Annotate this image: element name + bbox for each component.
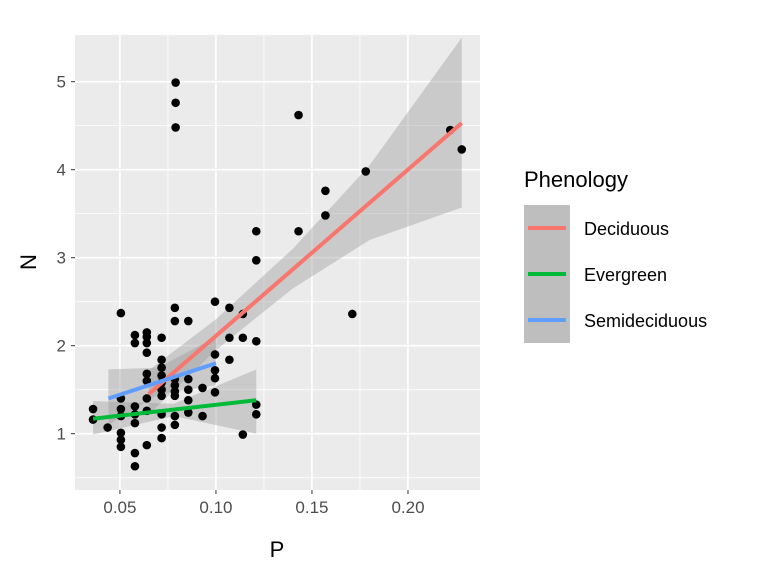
gridlines bbox=[75, 35, 480, 490]
data-point bbox=[184, 395, 193, 405]
data-point bbox=[157, 333, 166, 343]
data-point bbox=[225, 333, 234, 343]
legend-label: Semideciduous bbox=[584, 311, 707, 331]
data-point bbox=[130, 448, 140, 458]
data-point bbox=[251, 410, 261, 419]
x-tick-label: 0.15 bbox=[295, 498, 328, 517]
axes: 0.05 0.10 0.15 0.20 1 2 3 4 5 bbox=[57, 73, 425, 517]
data-point bbox=[170, 303, 180, 313]
data-point bbox=[184, 374, 193, 384]
data-point bbox=[157, 371, 166, 380]
data-point bbox=[210, 373, 220, 383]
data-point bbox=[170, 420, 180, 430]
data-point bbox=[361, 167, 371, 176]
data-point bbox=[184, 316, 193, 326]
data-point bbox=[347, 309, 357, 319]
x-tick-label: 0.10 bbox=[199, 498, 232, 517]
data-point bbox=[321, 186, 330, 196]
fit-line-semideciduous bbox=[107, 361, 217, 401]
data-point bbox=[170, 411, 180, 421]
fit-line-evergreen bbox=[92, 398, 257, 421]
data-point bbox=[116, 428, 126, 438]
data-point bbox=[116, 404, 126, 414]
y-tick-label: 1 bbox=[57, 425, 66, 444]
data-point bbox=[170, 316, 180, 326]
data-point bbox=[157, 363, 166, 372]
data-point bbox=[198, 383, 207, 393]
x-axis-label: P bbox=[270, 537, 285, 562]
data-point bbox=[294, 110, 303, 120]
data-point bbox=[157, 423, 166, 432]
data-point bbox=[321, 211, 330, 220]
data-point bbox=[457, 145, 467, 154]
data-point bbox=[210, 366, 220, 375]
data-point bbox=[171, 78, 180, 87]
data-point bbox=[251, 226, 261, 236]
y-tick-label: 4 bbox=[57, 161, 66, 180]
data-point bbox=[198, 411, 207, 421]
data-point bbox=[157, 385, 166, 394]
data-point bbox=[225, 355, 234, 365]
data-point bbox=[142, 394, 152, 403]
legend-title: Phenology bbox=[524, 167, 628, 192]
data-point bbox=[130, 461, 140, 471]
data-point bbox=[142, 440, 152, 450]
data-point bbox=[116, 442, 126, 452]
data-point bbox=[142, 348, 152, 358]
data-point bbox=[171, 123, 180, 132]
data-point bbox=[88, 404, 98, 414]
data-point bbox=[116, 435, 126, 445]
legend-label: Deciduous bbox=[584, 219, 669, 239]
data-point bbox=[142, 332, 152, 342]
data-point bbox=[184, 408, 193, 417]
data-point bbox=[130, 402, 140, 411]
x-tick-label: 0.20 bbox=[391, 498, 424, 517]
data-point bbox=[103, 423, 112, 432]
data-point bbox=[142, 369, 152, 379]
data-point bbox=[251, 336, 261, 346]
data-point bbox=[210, 350, 220, 359]
data-point bbox=[238, 430, 248, 439]
data-point bbox=[170, 380, 180, 390]
data-point bbox=[116, 308, 126, 318]
confidence-ribbon-deciduous bbox=[148, 37, 462, 415]
legend: Phenology Deciduous Evergreen Semideciduou… bbox=[524, 167, 707, 343]
data-point bbox=[142, 376, 152, 386]
data-points bbox=[88, 78, 467, 471]
data-point bbox=[130, 418, 140, 428]
data-point bbox=[225, 303, 234, 313]
x-tick-label: 0.05 bbox=[103, 498, 136, 517]
legend-label: Evergreen bbox=[584, 265, 667, 285]
data-point bbox=[130, 338, 140, 348]
data-point bbox=[157, 355, 166, 365]
y-tick-label: 3 bbox=[57, 249, 66, 268]
data-point bbox=[170, 391, 180, 401]
data-point bbox=[210, 388, 220, 397]
data-point bbox=[142, 338, 152, 348]
data-point bbox=[251, 255, 261, 265]
data-point bbox=[130, 330, 140, 340]
data-point bbox=[157, 391, 166, 401]
data-point bbox=[210, 297, 220, 306]
data-point bbox=[157, 433, 166, 443]
y-tick-label: 2 bbox=[57, 337, 66, 356]
y-axis-label: N bbox=[16, 254, 41, 270]
fit-lines bbox=[92, 121, 464, 421]
y-tick-label: 5 bbox=[57, 73, 66, 92]
fit-line-deciduous bbox=[147, 121, 464, 396]
data-point bbox=[238, 333, 248, 343]
data-point bbox=[184, 385, 193, 394]
data-point bbox=[171, 98, 180, 108]
data-point bbox=[294, 226, 303, 236]
